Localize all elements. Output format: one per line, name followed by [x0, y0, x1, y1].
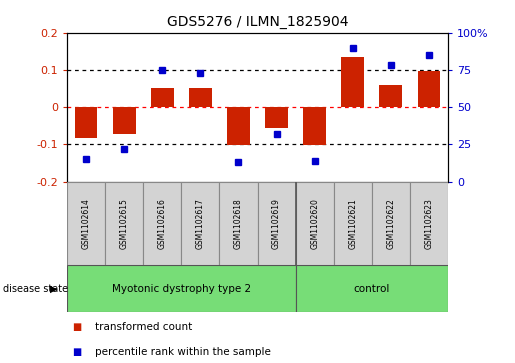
Text: GSM1102622: GSM1102622 [386, 198, 396, 249]
Text: ■: ■ [72, 347, 81, 357]
Text: control: control [354, 284, 390, 294]
Text: GSM1102619: GSM1102619 [272, 198, 281, 249]
Text: GSM1102616: GSM1102616 [158, 198, 167, 249]
Bar [265, 107, 288, 128]
Bar [219, 182, 258, 265]
Text: GSM1102617: GSM1102617 [196, 198, 205, 249]
Bar [227, 107, 250, 145]
Bar [105, 182, 143, 265]
Bar [67, 265, 296, 312]
Title: GDS5276 / ILMN_1825904: GDS5276 / ILMN_1825904 [167, 15, 348, 29]
Bar [143, 182, 181, 265]
Bar [258, 182, 296, 265]
Bar [380, 85, 402, 107]
Text: percentile rank within the sample: percentile rank within the sample [95, 347, 271, 357]
Bar [303, 107, 326, 145]
Bar [296, 265, 448, 312]
Text: GSM1102618: GSM1102618 [234, 198, 243, 249]
Text: GSM1102620: GSM1102620 [310, 198, 319, 249]
Bar [189, 89, 212, 107]
Text: GSM1102621: GSM1102621 [348, 198, 357, 249]
Text: Myotonic dystrophy type 2: Myotonic dystrophy type 2 [112, 284, 251, 294]
Bar [410, 182, 448, 265]
Bar [67, 182, 105, 265]
Bar [372, 182, 410, 265]
Text: transformed count: transformed count [95, 322, 193, 332]
Text: ■: ■ [72, 322, 81, 332]
Text: GSM1102615: GSM1102615 [119, 198, 129, 249]
Bar [181, 182, 219, 265]
Text: disease state: disease state [3, 284, 67, 294]
Text: GSM1102614: GSM1102614 [81, 198, 91, 249]
Text: GSM1102623: GSM1102623 [424, 198, 434, 249]
Bar [418, 71, 440, 107]
Bar [151, 88, 174, 107]
Bar [341, 57, 364, 107]
Bar [296, 182, 334, 265]
Bar [113, 107, 135, 134]
Text: ▶: ▶ [50, 284, 58, 294]
Bar [334, 182, 372, 265]
Bar [75, 107, 97, 138]
